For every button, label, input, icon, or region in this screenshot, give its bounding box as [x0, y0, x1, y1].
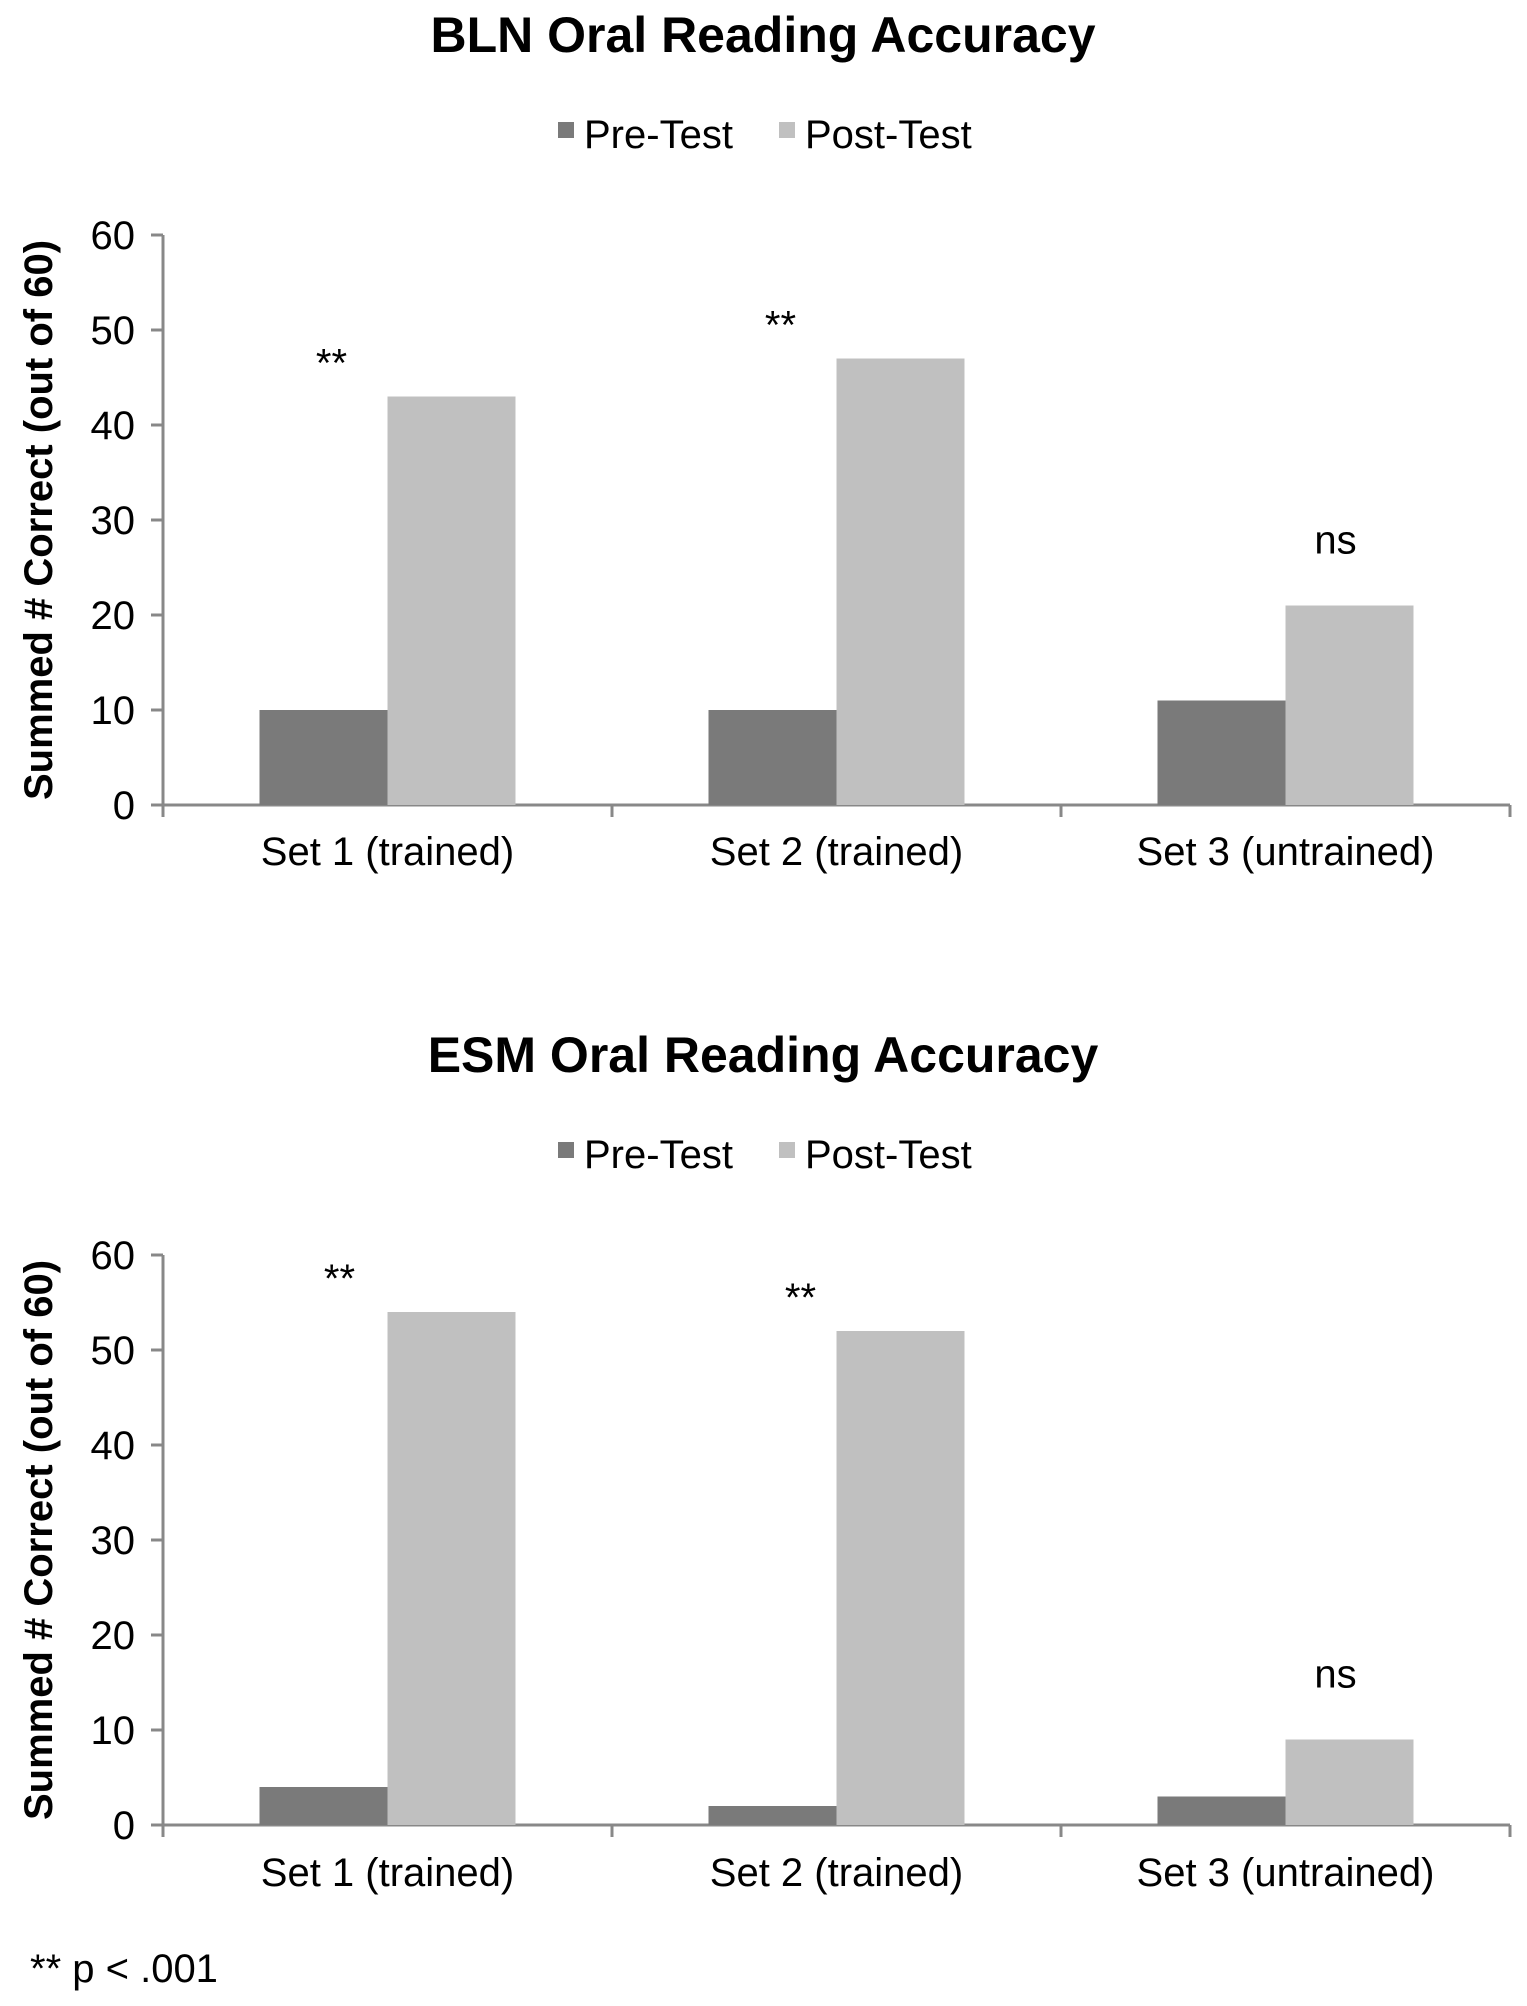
- category-label: Set 3 (untrained): [1137, 830, 1435, 874]
- legend-label-post-test: Post-Test: [805, 1133, 972, 1177]
- y-tick-label: 10: [91, 689, 136, 733]
- y-axis-label: Summed # Correct (out of 60): [17, 240, 61, 800]
- chart-2: ESM Oral Reading Accuracy Pre-Test Post-Te…: [17, 1027, 1512, 1895]
- bar-pre-test-2: [708, 1806, 837, 1825]
- legend-label-post-test: Post-Test: [805, 113, 972, 157]
- bar-pre-test-3: [1157, 700, 1286, 805]
- bar-post-test-2: [836, 358, 965, 805]
- significance-ns: ns: [1314, 519, 1356, 563]
- category-label: Set 3 (untrained): [1137, 1851, 1435, 1895]
- y-axis-label: Summed # Correct (out of 60): [17, 1260, 61, 1820]
- significance-marker: **: [316, 342, 347, 386]
- legend-swatch-pre-test: [558, 122, 574, 138]
- category-label: Set 2 (trained): [710, 830, 963, 874]
- legend-swatch-post-test: [779, 1142, 795, 1158]
- significance-marker: **: [765, 304, 796, 348]
- legend-label-pre-test: Pre-Test: [584, 113, 733, 157]
- bar-post-test-2: [836, 1331, 965, 1825]
- y-tick-label: 40: [91, 404, 136, 448]
- category-label: Set 1 (trained): [261, 1851, 514, 1895]
- y-tick-label: 30: [91, 1519, 136, 1563]
- legend-swatch-post-test: [779, 122, 795, 138]
- y-tick-label: 20: [91, 594, 136, 638]
- y-tick-label: 60: [91, 214, 136, 258]
- y-tick-label: 50: [91, 1329, 136, 1373]
- legend-swatch-pre-test: [558, 1142, 574, 1158]
- bar-pre-test-1: [259, 710, 388, 805]
- category-label: Set 2 (trained): [710, 1851, 963, 1895]
- bar-post-test-3: [1285, 605, 1414, 805]
- chart-1: BLN Oral Reading Accuracy Pre-Test Post-Te…: [17, 7, 1512, 874]
- chart-title: ESM Oral Reading Accuracy: [428, 1027, 1099, 1083]
- bar-pre-test-1: [259, 1787, 388, 1825]
- y-tick-label: 30: [91, 499, 136, 543]
- y-tick-label: 0: [113, 1804, 135, 1848]
- bar-post-test-1: [387, 1312, 516, 1825]
- legend-label-pre-test: Pre-Test: [584, 1133, 733, 1177]
- bar-post-test-3: [1285, 1739, 1414, 1825]
- significance-ns: ns: [1314, 1653, 1356, 1697]
- category-label: Set 1 (trained): [261, 830, 514, 874]
- significance-marker: **: [785, 1276, 816, 1320]
- y-tick-label: 10: [91, 1709, 136, 1753]
- y-tick-label: 60: [91, 1234, 136, 1278]
- significance-marker: **: [324, 1257, 355, 1301]
- y-tick-label: 40: [91, 1424, 136, 1468]
- bar-pre-test-2: [708, 710, 837, 805]
- bar-post-test-1: [387, 396, 516, 805]
- y-tick-label: 20: [91, 1614, 136, 1658]
- chart-title: BLN Oral Reading Accuracy: [430, 7, 1095, 63]
- y-tick-label: 0: [113, 784, 135, 828]
- bar-pre-test-3: [1157, 1796, 1286, 1825]
- y-tick-label: 50: [91, 309, 136, 353]
- significance-footnote: ** p < .001: [30, 1947, 218, 1991]
